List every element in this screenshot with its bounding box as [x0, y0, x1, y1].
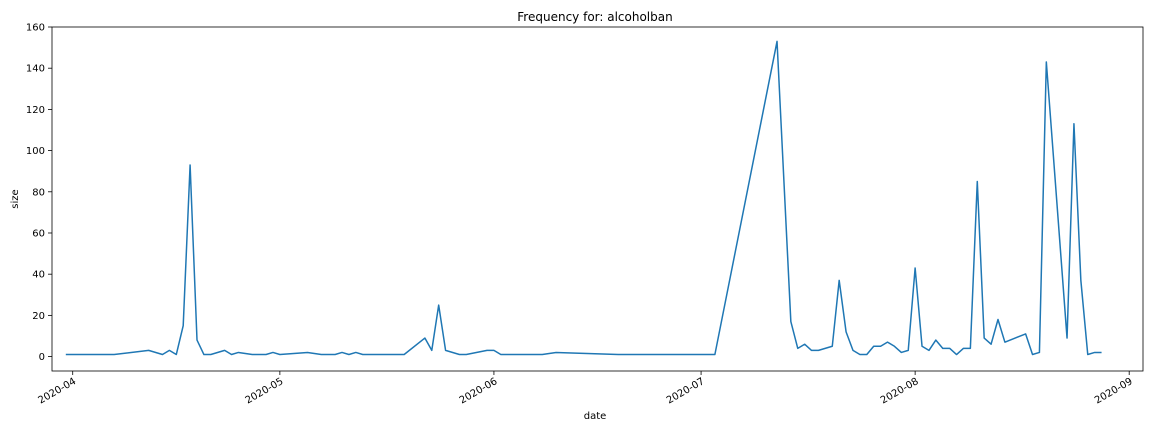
axes-frame [51, 26, 1144, 372]
x-tick-label: 2020-04 [37, 376, 79, 406]
series-line [65, 40, 1102, 356]
x-axis: 2020-04 2020-05 2020-06 2020-07 2020-08 2020-… [37, 371, 1135, 406]
x-tick-label: 2020-06 [458, 376, 500, 406]
x-axis-label: date [584, 411, 607, 422]
y-axis: 0 20 40 60 80 100 120 140 160 [26, 23, 52, 363]
y-axis-label: size [10, 189, 21, 208]
y-tick-label: 60 [32, 228, 45, 239]
y-tick-label: 0 [39, 352, 45, 363]
y-tick-label: 140 [26, 64, 45, 75]
x-tick-label: 2020-08 [879, 376, 921, 406]
y-tick-label: 120 [26, 105, 45, 116]
chart-title: Frequency for: alcoholban [517, 10, 672, 24]
x-tick-label: 2020-07 [665, 376, 707, 406]
x-tick-label: 2020-05 [244, 376, 286, 406]
y-tick-label: 100 [26, 146, 45, 157]
y-tick-label: 20 [32, 311, 45, 322]
x-tick-label: 2020-09 [1093, 376, 1135, 406]
y-tick-label: 160 [26, 23, 45, 34]
plot-area [51, 26, 1144, 372]
y-tick-label: 80 [32, 187, 45, 198]
y-tick-label: 40 [32, 270, 45, 281]
